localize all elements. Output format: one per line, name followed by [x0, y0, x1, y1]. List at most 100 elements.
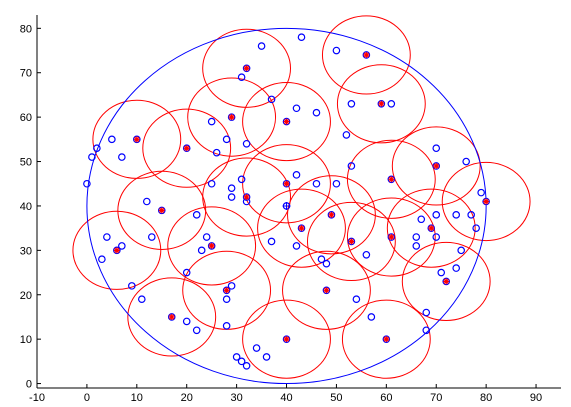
- cluster-head-12: [282, 179, 291, 188]
- node-point-53: [292, 242, 301, 250]
- cluster-head-star: [378, 100, 385, 107]
- node-point-21: [227, 184, 236, 192]
- coverage-circle-17: [386, 188, 476, 268]
- cluster-head-2: [377, 100, 386, 108]
- axes: [36, 15, 561, 389]
- node-point-1: [297, 33, 306, 42]
- node-point-68: [232, 353, 241, 361]
- y-tick-label-5: 50: [20, 157, 32, 169]
- node-point-24: [282, 202, 291, 210]
- cluster-head-star: [283, 180, 290, 187]
- cluster-head-star: [363, 51, 370, 58]
- node-point-2: [332, 46, 341, 55]
- cluster-head-star: [228, 114, 235, 121]
- node-point-42: [437, 268, 446, 277]
- coverage-circle-24: [242, 299, 331, 379]
- cluster-head-3: [227, 113, 236, 121]
- node-point-26: [312, 179, 321, 188]
- node-point-7: [347, 100, 356, 108]
- cluster-head-ring: [482, 197, 490, 206]
- node-point-52: [267, 237, 276, 246]
- cluster-head-ring: [362, 51, 371, 59]
- coverage-circle-23: [127, 277, 217, 357]
- node-point-51: [197, 246, 206, 255]
- cluster-head-14: [297, 224, 306, 232]
- node-point-54: [317, 255, 326, 264]
- node-point-4: [267, 95, 276, 104]
- coverage-circle-22: [282, 250, 371, 330]
- node-point-16: [93, 144, 101, 153]
- coverage-circle-1: [321, 15, 411, 95]
- node-point-50: [202, 233, 211, 241]
- node-point-59: [222, 295, 231, 303]
- node-point-69: [237, 357, 246, 366]
- cluster-head-star: [388, 176, 395, 183]
- cluster-head-ring: [282, 179, 291, 188]
- coverage-circle-7: [346, 139, 436, 219]
- node-point-55: [322, 259, 331, 268]
- coverage-circle-20: [401, 241, 491, 322]
- node-point-13: [212, 148, 221, 157]
- cluster-head-ring: [207, 242, 216, 250]
- cluster-head-star: [428, 225, 435, 232]
- node-point-27: [332, 179, 341, 188]
- node-point-66: [367, 313, 376, 321]
- y-tick-label-4: 40: [20, 201, 32, 213]
- node-point-8: [387, 100, 396, 108]
- x-tick-label-5: 40: [280, 392, 292, 404]
- cluster-head-9: [482, 197, 490, 206]
- x-tick-label-1: 0: [84, 392, 90, 404]
- cluster-head-25: [382, 335, 391, 343]
- cluster-head-star: [348, 238, 355, 245]
- coverage-circle-3: [187, 77, 277, 157]
- cluster-head-star: [183, 145, 190, 152]
- cluster-head-star: [433, 162, 440, 169]
- cluster-head-ring: [297, 224, 306, 232]
- deployment-boundary: [86, 27, 487, 385]
- coverage-circle-11: [202, 157, 292, 237]
- cluster-head-ring: [113, 246, 121, 255]
- node-point-64: [222, 322, 231, 330]
- cluster-head-star: [328, 211, 335, 218]
- node-point-65: [352, 295, 361, 303]
- cluster-head-ring: [167, 313, 176, 321]
- x-tick-label-6: 50: [330, 392, 342, 404]
- cluster-head-star: [158, 207, 165, 214]
- cluster-head-ring: [242, 64, 251, 73]
- node-point-71: [252, 344, 261, 352]
- node-point-41: [452, 264, 461, 272]
- node-point-28: [347, 162, 356, 170]
- node-point-19: [207, 179, 216, 188]
- y-tick-label-3: 30: [20, 245, 32, 257]
- coverage-circle-0: [202, 28, 292, 108]
- cluster-head-15: [347, 237, 356, 246]
- cluster-head-16: [387, 233, 396, 241]
- x-tick-labels: -10 0 10 20 30 40 50 60 70 80 90: [29, 392, 542, 404]
- cluster-head-21: [222, 286, 231, 295]
- x-tick-label-4: 30: [230, 392, 242, 404]
- cluster-head-star: [483, 198, 490, 205]
- node-point-3: [237, 73, 246, 81]
- cluster-head-1: [362, 51, 371, 59]
- node-point-46: [147, 233, 156, 241]
- node-point-36: [432, 211, 441, 219]
- cluster-heads: [113, 51, 490, 343]
- coverage-circle-9: [441, 161, 531, 242]
- node-point-37: [412, 233, 421, 241]
- cluster-head-star: [133, 136, 140, 143]
- cluster-head-star: [243, 65, 250, 72]
- cluster-head-ring: [347, 237, 356, 246]
- cluster-head-ring: [427, 224, 436, 232]
- cluster-head-6: [182, 144, 191, 153]
- node-point-9: [342, 131, 351, 139]
- node-point-63: [192, 326, 201, 335]
- coverage-circle-8: [391, 126, 481, 206]
- cluster-head-star: [168, 313, 175, 320]
- cluster-head-ring: [133, 135, 141, 144]
- coverage-circle-14: [257, 188, 346, 268]
- cluster-head-ring: [182, 144, 191, 153]
- x-tick-label-7: 60: [380, 392, 392, 404]
- cluster-head-ring: [382, 335, 391, 343]
- x-tick-label-9: 80: [480, 392, 492, 404]
- cluster-head-ring: [387, 233, 396, 241]
